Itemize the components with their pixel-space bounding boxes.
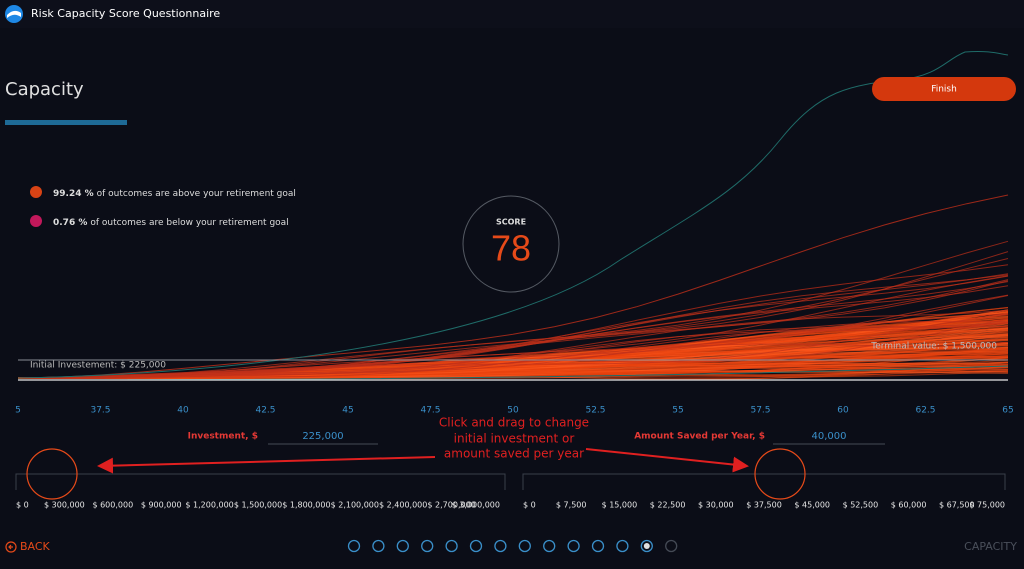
age-tick-label: 60 bbox=[837, 406, 849, 416]
slider-tick-label: $ 67,500 bbox=[939, 501, 975, 510]
slider-tick-label: $ 2,100,000 bbox=[331, 501, 379, 510]
page-dot[interactable] bbox=[421, 539, 434, 553]
slider-tick-label: $ 3,000,000 bbox=[452, 501, 500, 510]
legend-text: of outcomes are above your retirement go… bbox=[97, 189, 296, 199]
age-tick-label: 45 bbox=[342, 406, 353, 416]
slider-tick-label: $ 60,000 bbox=[891, 501, 927, 510]
page-dot[interactable] bbox=[494, 539, 507, 553]
slider-tick-label: $ 0 bbox=[523, 501, 536, 510]
slider-track[interactable] bbox=[15, 473, 506, 490]
page-dot[interactable] bbox=[640, 539, 653, 553]
slider-handle[interactable] bbox=[26, 448, 78, 500]
back-icon[interactable] bbox=[5, 541, 17, 553]
annotation-arrow bbox=[585, 448, 749, 473]
slider-tick-label: $ 22,500 bbox=[650, 501, 686, 510]
age-tick-label: 65 bbox=[1002, 406, 1013, 416]
legend-dot bbox=[30, 186, 42, 198]
page-dot[interactable] bbox=[469, 539, 483, 553]
simulation-path bbox=[17, 50, 1009, 379]
slider-tick-label: $ 37,500 bbox=[746, 501, 782, 510]
finish-button[interactable] bbox=[872, 77, 1016, 101]
simulation-path bbox=[17, 264, 1009, 379]
simulation-path bbox=[17, 275, 1009, 379]
page-dot-active bbox=[643, 543, 650, 549]
title-bar bbox=[0, 0, 1024, 28]
age-tick-label: 5 bbox=[15, 406, 21, 416]
slider-tick-label: $ 75,000 bbox=[969, 501, 1005, 510]
slider-ticks: $ 0 $ 300,000 $ 600,000 $ 900,000 $ 1,200,00… bbox=[16, 501, 1005, 510]
back-icon-arrow[interactable] bbox=[8, 544, 13, 550]
page-dot[interactable] bbox=[591, 539, 605, 553]
age-tick-label: 42.5 bbox=[255, 406, 275, 416]
score-ring bbox=[462, 195, 560, 293]
pagination bbox=[347, 539, 678, 553]
simulation-path bbox=[17, 194, 1009, 379]
slider-tick-label: $ 300,000 bbox=[44, 501, 85, 510]
slider-tick-label: $ 1,800,000 bbox=[282, 501, 330, 510]
page-dot[interactable] bbox=[665, 539, 678, 553]
slider-handle[interactable] bbox=[754, 448, 806, 500]
initial-investment-label: Initial Investement: $ 225,000 bbox=[30, 361, 166, 371]
simulation-path bbox=[17, 251, 1009, 379]
slider-tick-label: $ 2,400,000 bbox=[379, 501, 427, 510]
finish-button-label[interactable]: Finish bbox=[931, 85, 957, 95]
legend-dot bbox=[30, 215, 42, 227]
slider-tick-label: $ 7,500 bbox=[556, 501, 587, 510]
age-tick-label: 57.5 bbox=[750, 406, 770, 416]
page-dot[interactable] bbox=[347, 539, 361, 553]
age-axis: 5 37.5 40 42.5 45 47.5 50 52.5 55 57.5 60 62.5 65 bbox=[15, 406, 1014, 416]
annotation-line: amount saved per year bbox=[444, 447, 584, 461]
annotation-arrow bbox=[97, 456, 436, 474]
age-tick-label: 50 bbox=[507, 406, 519, 416]
input-label: Investment, $ bbox=[188, 432, 258, 442]
slider-tick-label: $ 45,000 bbox=[794, 501, 830, 510]
page-dot[interactable] bbox=[372, 539, 385, 553]
legend-text: of outcomes are below your retirement go… bbox=[90, 218, 288, 228]
age-tick-label: 47.5 bbox=[420, 406, 440, 416]
slider-tick-label: $ 900,000 bbox=[141, 501, 182, 510]
page-dot[interactable] bbox=[518, 539, 531, 553]
slider-tick-label: $ 0 bbox=[16, 501, 29, 510]
section-label: CAPACITY bbox=[964, 540, 1017, 553]
legend-percent: 0.76 % bbox=[53, 218, 87, 228]
slider-tick-label: $ 2,700,000 bbox=[427, 501, 475, 510]
input-label: Amount Saved per Year, $ bbox=[634, 432, 765, 442]
window-title: Risk Capacity Score Questionnaire bbox=[31, 7, 220, 20]
page-dot[interactable] bbox=[567, 539, 580, 553]
input-value[interactable]: 225,000 bbox=[302, 431, 343, 442]
score-value: 78 bbox=[491, 228, 531, 269]
slider-tick-label: $ 52,500 bbox=[843, 501, 879, 510]
slider-tick-label: $ 1,500,000 bbox=[234, 501, 282, 510]
legend-item: 0.76 % of outcomes are below your retirem… bbox=[53, 218, 289, 228]
age-tick-label: 62.5 bbox=[915, 406, 935, 416]
simulation-path bbox=[17, 322, 1009, 379]
legend-percent: 99.24 % bbox=[53, 189, 94, 199]
page-dot[interactable] bbox=[616, 539, 629, 553]
age-tick-label: 52.5 bbox=[585, 406, 605, 416]
page-dot[interactable] bbox=[396, 539, 409, 553]
slider-tick-label: $ 1,200,000 bbox=[185, 501, 233, 510]
legend-item: 99.24 % of outcomes are above your retire… bbox=[53, 189, 296, 199]
annotation-line: initial investment or bbox=[454, 432, 575, 446]
age-tick-label: 55 bbox=[672, 406, 683, 416]
slider-tick-label: $ 30,000 bbox=[698, 501, 734, 510]
terminal-value-label: Terminal value: $ 1,500,000 bbox=[870, 342, 997, 352]
score-label: SCORE bbox=[496, 218, 526, 227]
input-value[interactable]: 40,000 bbox=[812, 431, 847, 442]
annotation-line: Click and drag to change bbox=[439, 416, 589, 430]
slider-tick-label: $ 15,000 bbox=[602, 501, 638, 510]
age-tick-label: 37.5 bbox=[90, 406, 110, 416]
back-button[interactable]: BACK bbox=[20, 540, 51, 553]
slider-tick-label: $ 600,000 bbox=[92, 501, 133, 510]
page-dot[interactable] bbox=[445, 539, 458, 553]
page-dot[interactable] bbox=[543, 539, 556, 553]
app-icon-mark bbox=[7, 10, 21, 18]
slider-track[interactable] bbox=[522, 473, 1006, 490]
page-title: Capacity bbox=[5, 79, 84, 100]
title-underline bbox=[5, 120, 127, 125]
age-tick-label: 40 bbox=[177, 406, 189, 416]
